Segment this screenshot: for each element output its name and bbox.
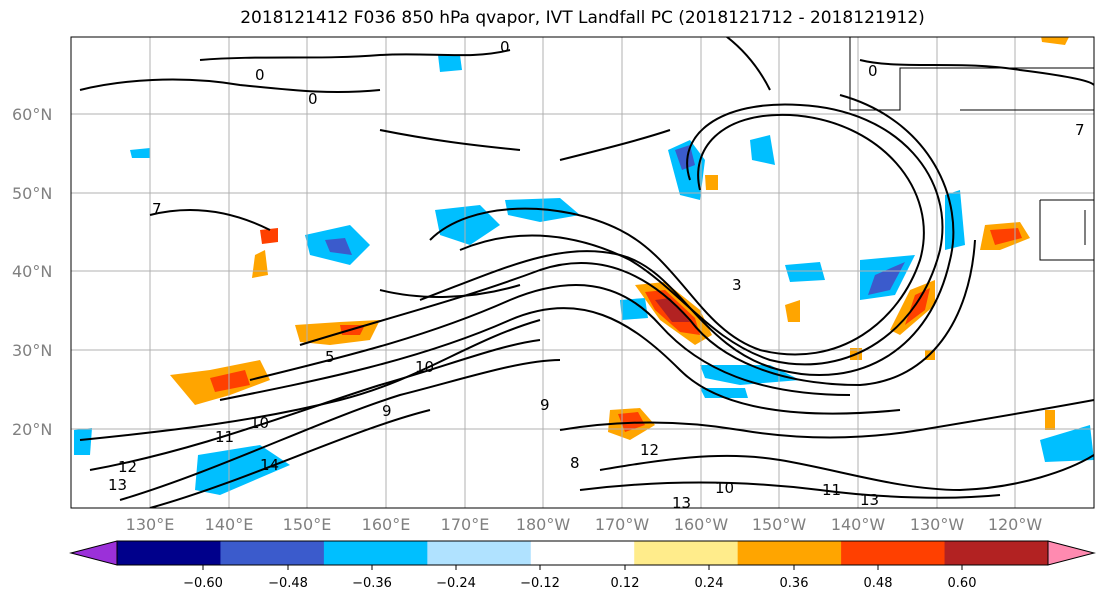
contour-label: 0 bbox=[500, 38, 510, 56]
colorbar-tick-label: 0.36 bbox=[780, 576, 809, 591]
colorbar-tick-label: −0.48 bbox=[268, 576, 308, 591]
colorbar-tick-label: −0.12 bbox=[520, 576, 560, 591]
lon-label: 160°W bbox=[674, 515, 729, 534]
contour-label: 10 bbox=[715, 479, 734, 497]
colorbar-tick-label: −0.36 bbox=[352, 576, 392, 591]
colorbar-extend-high bbox=[1048, 541, 1094, 565]
lon-label: 170°E bbox=[441, 515, 490, 534]
latitude-labels: 60°N 50°N 40°N 30°N 20°N bbox=[12, 105, 52, 439]
colorbar-ticks: −0.60 −0.48 −0.36 −0.24 −0.12 0.12 0.24 0.36 0.4… bbox=[183, 565, 976, 591]
colorbar-swatch bbox=[323, 541, 428, 565]
lon-label: 130°E bbox=[126, 515, 175, 534]
shading-layer bbox=[74, 37, 1094, 495]
colorbar-tick-label: 0.60 bbox=[948, 576, 977, 591]
contour-label: 14 bbox=[260, 456, 279, 474]
colorbar-tick-label: 0.24 bbox=[695, 576, 724, 591]
lon-label: 150°E bbox=[283, 515, 332, 534]
contour-label: 12 bbox=[118, 458, 137, 476]
colorbar-swatch bbox=[634, 541, 739, 565]
lon-label: 120°W bbox=[988, 515, 1043, 534]
colorbar-tick-label: −0.60 bbox=[183, 576, 223, 591]
contour-label: 7 bbox=[1075, 121, 1085, 139]
lat-label: 50°N bbox=[12, 184, 52, 203]
lon-label: 170°W bbox=[595, 515, 650, 534]
lon-label: 140°E bbox=[205, 515, 254, 534]
contour-label: 9 bbox=[540, 396, 550, 414]
lat-label: 20°N bbox=[12, 420, 52, 439]
ivt-contours bbox=[79, 37, 1094, 508]
contour-label: 10 bbox=[415, 358, 434, 376]
colorbar: −0.60 −0.48 −0.36 −0.24 −0.12 0.12 0.24 0.36 0.4… bbox=[69, 540, 1096, 591]
colorbar-tick-label: 0.48 bbox=[864, 576, 893, 591]
lon-label: 140°W bbox=[831, 515, 886, 534]
contour-label: 11 bbox=[822, 481, 841, 499]
contour-labels: 0 0 0 0 7 3 5 10 11 10 12 13 14 8 9 12 1… bbox=[108, 38, 1085, 512]
contour-label: 11 bbox=[215, 428, 234, 446]
colorbar-swatch bbox=[530, 541, 635, 565]
map-title: 2018121412 F036 850 hPa qvapor, IVT Land… bbox=[240, 8, 925, 28]
contour-label: 0 bbox=[308, 90, 318, 108]
colorbar-tick-label: 0.12 bbox=[611, 576, 640, 591]
colorbar-swatch bbox=[841, 541, 946, 565]
longitude-labels: 130°E 140°E 150°E 160°E 170°E 180°W 170°… bbox=[126, 515, 1043, 534]
contour-label: 13 bbox=[108, 476, 127, 494]
contour-label: 10 bbox=[250, 414, 269, 432]
colorbar-swatch bbox=[427, 541, 532, 565]
lon-label: 180°W bbox=[516, 515, 571, 534]
colorbar-swatch bbox=[737, 541, 842, 565]
colorbar-swatch bbox=[944, 541, 1049, 565]
lon-label: 150°W bbox=[752, 515, 807, 534]
contour-label: 3 bbox=[732, 276, 742, 294]
contour-label: 8 bbox=[570, 454, 580, 472]
contour-label: 7 bbox=[152, 200, 162, 218]
contour-label: 5 bbox=[325, 348, 335, 366]
colorbar-swatch bbox=[220, 541, 325, 565]
lon-label: 160°E bbox=[362, 515, 411, 534]
lat-label: 60°N bbox=[12, 105, 52, 124]
lon-label: 130°W bbox=[910, 515, 965, 534]
contour-label: 9 bbox=[382, 402, 392, 420]
lat-label: 40°N bbox=[12, 262, 52, 281]
contour-label: 0 bbox=[868, 62, 878, 80]
contour-label: 0 bbox=[255, 66, 265, 84]
contour-label: 12 bbox=[640, 441, 659, 459]
colorbar-extend-low bbox=[71, 541, 117, 565]
colorbar-swatch bbox=[117, 541, 221, 565]
contour-label: 13 bbox=[860, 491, 879, 509]
map-frame bbox=[70, 36, 1095, 509]
coastlines bbox=[849, 37, 1094, 261]
colorbar-segments bbox=[117, 541, 1049, 565]
lat-label: 30°N bbox=[12, 341, 52, 360]
contour-label: 13 bbox=[672, 494, 691, 512]
colorbar-tick-label: −0.24 bbox=[436, 576, 476, 591]
